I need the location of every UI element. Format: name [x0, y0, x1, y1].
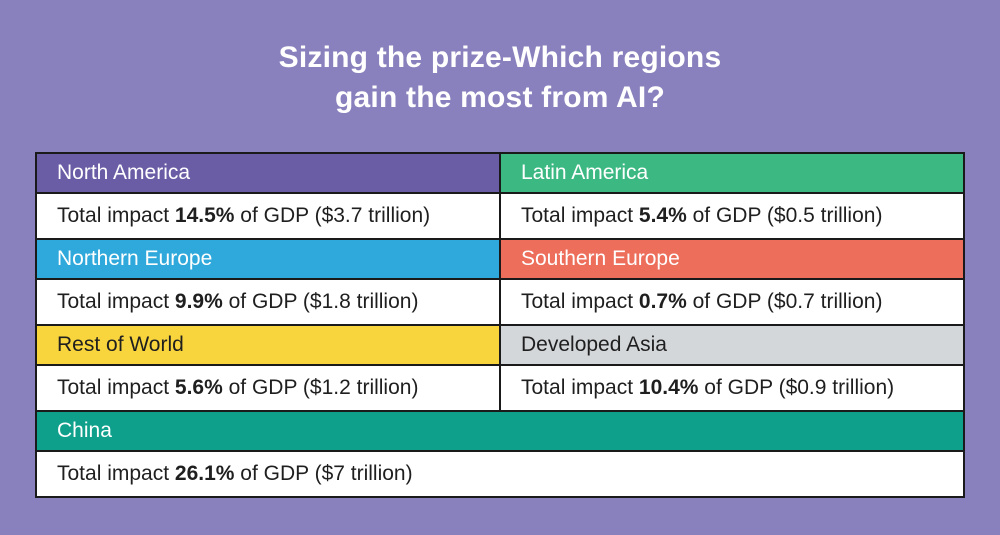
regions-table: North America Latin America Total impact… — [35, 152, 965, 498]
impact-prefix: Total impact — [521, 376, 639, 399]
impact-suffix: of GDP ($7 trillion) — [234, 462, 413, 485]
impact-suffix: of GDP ($0.5 trillion) — [686, 204, 883, 227]
impact-percent: 0.7% — [638, 290, 687, 313]
value-row-2: Total impact 9.9% of GDP ($1.8 trillion)… — [35, 278, 965, 326]
value-row-4: Total impact 26.1% of GDP ($7 trillion) — [35, 450, 965, 498]
header-row-4: China — [35, 410, 965, 452]
header-row-1: North America Latin America — [35, 152, 965, 194]
region-header-southern-europe: Southern Europe — [499, 238, 965, 280]
impact-cell-southern-europe: Total impact 0.7% of GDP ($0.7 trillion) — [499, 278, 965, 326]
impact-percent: 14.5% — [174, 204, 235, 227]
impact-percent: 26.1% — [174, 462, 235, 485]
region-header-developed-asia: Developed Asia — [499, 324, 965, 366]
impact-cell-latin-america: Total impact 5.4% of GDP ($0.5 trillion) — [499, 192, 965, 240]
page-title-line-1: Sizing the prize-Which regions — [278, 41, 722, 74]
impact-cell-china: Total impact 26.1% of GDP ($7 trillion) — [35, 450, 965, 498]
impact-percent: 5.6% — [174, 376, 223, 399]
impact-cell-northern-europe: Total impact 9.9% of GDP ($1.8 trillion) — [35, 278, 501, 326]
impact-suffix: of GDP ($0.9 trillion) — [698, 376, 895, 399]
impact-percent: 5.4% — [638, 204, 687, 227]
value-row-3: Total impact 5.6% of GDP ($1.2 trillion)… — [35, 364, 965, 412]
impact-prefix: Total impact — [57, 290, 175, 313]
impact-percent: 10.4% — [638, 376, 699, 399]
region-header-latin-america: Latin America — [499, 152, 965, 194]
region-header-northern-europe: Northern Europe — [35, 238, 501, 280]
impact-prefix: Total impact — [521, 204, 639, 227]
impact-cell-north-america: Total impact 14.5% of GDP ($3.7 trillion… — [35, 192, 501, 240]
page-title-line-2: gain the most from AI? — [335, 81, 665, 114]
impact-suffix: of GDP ($1.2 trillion) — [222, 376, 419, 399]
impact-suffix: of GDP ($1.8 trillion) — [222, 290, 419, 313]
impact-suffix: of GDP ($0.7 trillion) — [686, 290, 883, 313]
region-header-rest-of-world: Rest of World — [35, 324, 501, 366]
header-row-2: Northern Europe Southern Europe — [35, 238, 965, 280]
impact-prefix: Total impact — [57, 204, 175, 227]
impact-prefix: Total impact — [57, 462, 175, 485]
impact-prefix: Total impact — [521, 290, 639, 313]
header-row-3: Rest of World Developed Asia — [35, 324, 965, 366]
impact-cell-rest-of-world: Total impact 5.6% of GDP ($1.2 trillion) — [35, 364, 501, 412]
impact-prefix: Total impact — [57, 376, 175, 399]
impact-percent: 9.9% — [174, 290, 223, 313]
region-header-north-america: North America — [35, 152, 501, 194]
value-row-1: Total impact 14.5% of GDP ($3.7 trillion… — [35, 192, 965, 240]
impact-suffix: of GDP ($3.7 trillion) — [234, 204, 431, 227]
page-title: Sizing the prize-Which regions gain the … — [0, 0, 1000, 118]
region-header-china: China — [35, 410, 965, 452]
impact-cell-developed-asia: Total impact 10.4% of GDP ($0.9 trillion… — [499, 364, 965, 412]
